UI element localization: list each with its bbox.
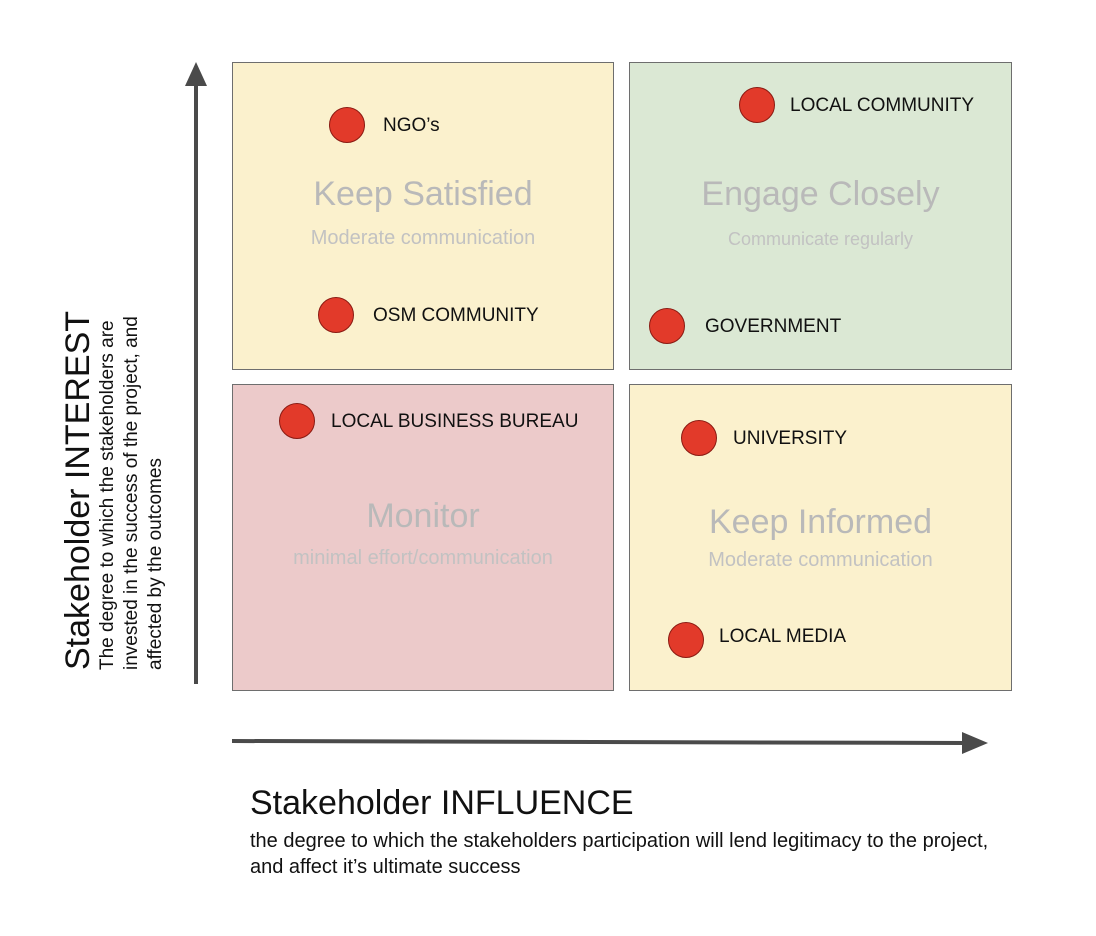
stakeholder-label-local-business-bureau: LOCAL BUSINESS BUREAU: [331, 411, 579, 432]
x-axis-description: the degree to which the stakeholders par…: [250, 830, 989, 878]
quadrant-monitor: Monitor minimal effort/communication: [232, 384, 614, 691]
quadrant-title: Keep Informed: [708, 503, 933, 541]
quadrant-title: Monitor: [366, 497, 480, 535]
stakeholder-label-local-media: LOCAL MEDIA: [719, 626, 847, 647]
stakeholder-marker-local-business-bureau: [279, 403, 315, 439]
stakeholder-label-government: GOVERNMENT: [705, 316, 842, 337]
x-axis-line: [231, 739, 967, 745]
quadrant-subtitle: minimal effort/communication: [293, 547, 553, 569]
quadrant-subtitle: Moderate communication: [708, 549, 933, 571]
stakeholder-marker-osm-community: [318, 297, 354, 333]
stakeholder-label-ngos: NGO’s: [383, 115, 440, 136]
y-axis-label: Stakeholder INTEREST The degree to which…: [59, 250, 168, 670]
stakeholder-label-local-community: LOCAL COMMUNITY: [790, 95, 975, 116]
quadrant-subtitle: Communicate regularly: [727, 229, 914, 249]
stakeholder-label-osm-community: OSM COMMUNITY: [373, 305, 539, 326]
quadrant-title: Engage Closely: [701, 175, 940, 213]
stakeholder-marker-ngos: [329, 107, 365, 143]
stakeholder-marker-university: [681, 420, 717, 456]
quadrant-keep-satisfied: Keep Satisfied Moderate communication: [232, 62, 614, 370]
quadrant-title: Keep Satisfied: [313, 175, 533, 213]
stakeholder-marker-government: [649, 308, 685, 344]
stakeholder-label-university: UNIVERSITY: [733, 428, 848, 449]
x-axis-title: Stakeholder INFLUENCE: [250, 784, 634, 822]
y-axis-description: The degree to which the stakeholders are…: [97, 316, 166, 670]
stakeholder-marker-local-community: [739, 87, 775, 123]
stakeholder-marker-local-media: [668, 622, 704, 658]
x-axis-arrowhead: [962, 732, 988, 754]
quadrant-engage-closely: Engage Closely Communicate regularly: [629, 62, 1012, 370]
quadrant-subtitle: Moderate communication: [310, 227, 536, 249]
y-axis-title: Stakeholder INTEREST: [59, 310, 97, 670]
y-axis-arrowhead: [185, 62, 207, 86]
